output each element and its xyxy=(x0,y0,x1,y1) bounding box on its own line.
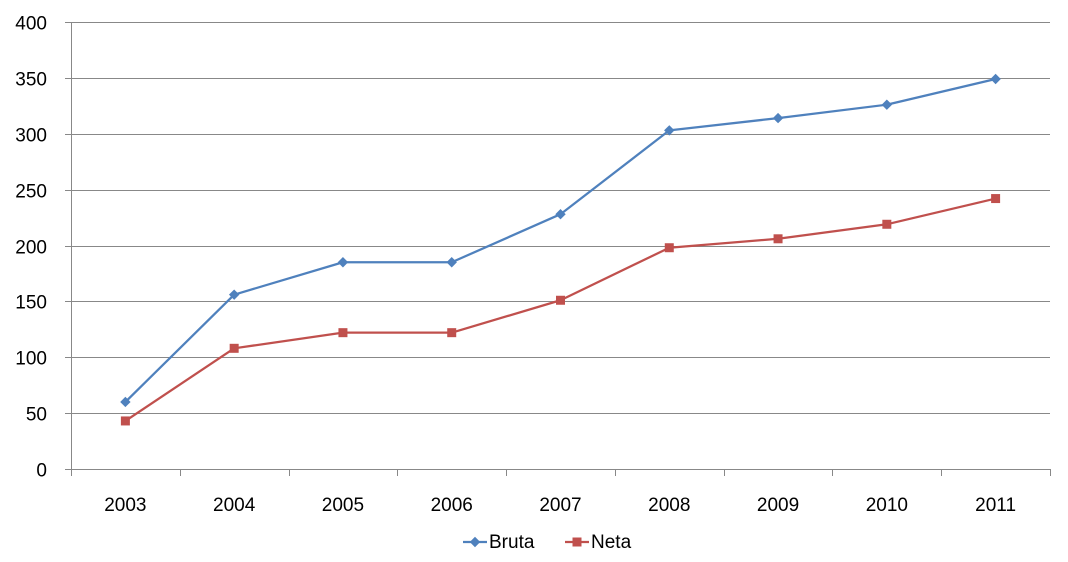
series-bruta xyxy=(120,73,1001,408)
data-point xyxy=(772,112,784,124)
data-point xyxy=(990,73,1001,85)
data-point xyxy=(229,343,239,353)
series-line-bruta xyxy=(124,77,997,404)
y-tick-label: 0 xyxy=(36,461,47,482)
axes xyxy=(65,22,1051,476)
legend-item-neta: Neta xyxy=(565,532,632,553)
y-tick-label: 400 xyxy=(15,14,47,35)
series-line-neta xyxy=(124,197,997,423)
series-neta xyxy=(120,194,1001,426)
data-point xyxy=(120,416,130,426)
y-tick-label: 200 xyxy=(15,238,47,259)
y-tick-label: 150 xyxy=(15,293,47,314)
data-point xyxy=(228,289,240,300)
x-tick-label: 2004 xyxy=(213,495,256,516)
series-lines xyxy=(120,73,1001,426)
data-point xyxy=(881,99,893,110)
data-point xyxy=(664,243,674,253)
data-point xyxy=(446,257,457,268)
y-tick-label: 50 xyxy=(26,405,47,426)
data-point xyxy=(664,125,675,136)
x-tick-label: 2008 xyxy=(648,495,690,516)
x-tick-label: 2005 xyxy=(322,495,364,516)
data-point xyxy=(120,396,131,408)
legend-marker xyxy=(572,537,582,547)
data-point xyxy=(556,295,565,305)
x-tick-label: 2011 xyxy=(975,495,1016,516)
legend-label: Neta xyxy=(591,532,632,553)
y-tick-label: 100 xyxy=(15,349,47,370)
x-tick-label: 2009 xyxy=(757,495,799,516)
x-axis-tick-labels: 2003 2004 2005 2006 2007 2008 2009 2010 2011 xyxy=(104,495,1016,516)
legend: Bruta Neta xyxy=(463,532,632,553)
legend-label: Bruta xyxy=(489,532,535,553)
y-tick-label: 300 xyxy=(15,126,47,147)
data-point xyxy=(555,209,566,220)
data-point xyxy=(882,219,892,229)
data-point xyxy=(991,194,1001,204)
data-point xyxy=(338,328,348,338)
data-point xyxy=(337,257,349,268)
legend-item-bruta: Bruta xyxy=(463,532,535,553)
x-tick-label: 2007 xyxy=(539,495,581,516)
y-tick-label: 250 xyxy=(15,182,47,203)
legend-marker xyxy=(469,536,481,548)
data-point xyxy=(447,328,457,338)
y-axis-tick-labels: 0 50 100 150 200 250 300 350 400 xyxy=(15,14,47,482)
x-tick-label: 2006 xyxy=(431,495,473,516)
x-tick-label: 2003 xyxy=(104,495,146,516)
y-tick-label: 350 xyxy=(15,70,47,91)
data-point xyxy=(773,234,783,244)
x-tick-label: 2010 xyxy=(866,495,908,516)
